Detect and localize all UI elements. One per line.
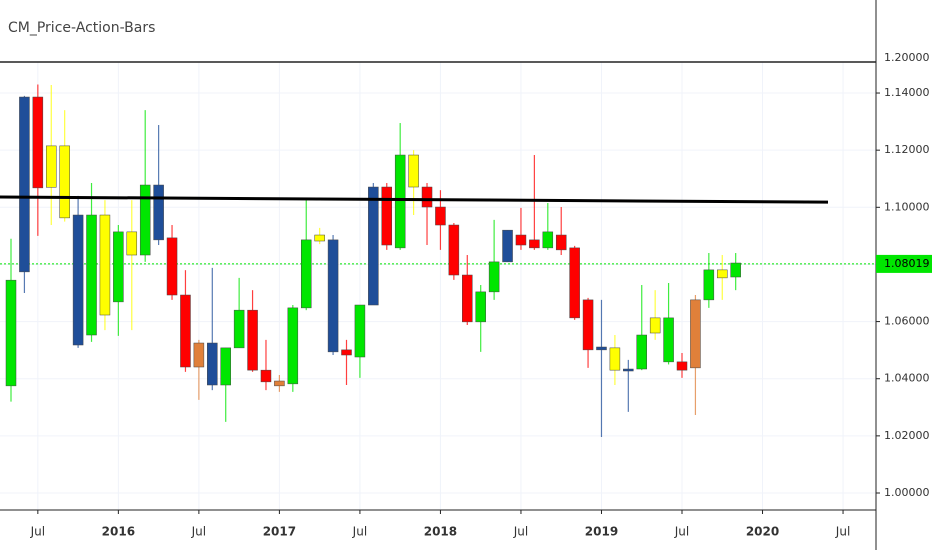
- candle-body: [448, 224, 460, 276]
- x-tick-label: 2019: [585, 525, 618, 539]
- y-tick-label: 1.06000: [884, 315, 930, 328]
- y-tick-label: 1.04000: [884, 372, 930, 385]
- candle-body: [529, 239, 540, 249]
- candle-body: [5, 279, 17, 387]
- candle-body: [354, 304, 366, 358]
- candle-body: [730, 262, 741, 278]
- candle-body: [59, 145, 70, 219]
- x-tick-label: Jul: [674, 525, 689, 539]
- candle-body: [368, 186, 379, 306]
- candle-body: [247, 309, 258, 371]
- candle-body: [327, 239, 339, 353]
- candle-body: [609, 347, 621, 371]
- y-tick-label: 1.14000: [884, 86, 930, 99]
- candle-body: [394, 154, 406, 249]
- last-price-label: 1.08019: [884, 257, 930, 270]
- candle-body: [314, 234, 325, 242]
- candle-body: [569, 247, 580, 319]
- x-tick-label: 2018: [424, 525, 457, 539]
- candle-body: [126, 231, 138, 256]
- candle-body: [636, 334, 647, 370]
- x-tick-label: Jul: [513, 525, 528, 539]
- y-tick-label: 1.00000: [884, 486, 930, 499]
- candle-body: [19, 96, 30, 273]
- candle-body: [515, 234, 527, 246]
- y-tick-label: 1.12000: [884, 143, 930, 156]
- candle-body: [596, 346, 607, 351]
- y-tick-label: 1.10000: [884, 200, 930, 213]
- candle-body: [502, 229, 513, 263]
- y-tick-label: 1.02000: [884, 429, 930, 442]
- candle-body: [139, 184, 151, 256]
- candle-body: [86, 214, 97, 336]
- x-tick-label: Jul: [352, 525, 367, 539]
- candle-body: [153, 184, 164, 241]
- candle-body: [341, 349, 352, 356]
- candle-body: [381, 186, 393, 246]
- candle-body: [46, 145, 57, 188]
- candle-body: [717, 269, 728, 279]
- candle-body: [113, 231, 124, 303]
- candle-body: [663, 317, 674, 363]
- candle-body: [99, 214, 111, 316]
- x-tick-label: Jul: [30, 525, 45, 539]
- candle-body: [287, 307, 299, 385]
- y-axis-top-label: 1.20000: [884, 51, 930, 64]
- x-tick-label: Jul: [835, 525, 850, 539]
- candle-body: [703, 269, 715, 301]
- candle-body: [220, 347, 231, 386]
- candle-body: [32, 96, 44, 189]
- candle-body: [180, 294, 191, 368]
- candle-body: [274, 380, 285, 387]
- candle-body: [260, 369, 272, 383]
- candle-body: [300, 239, 312, 309]
- candle-body: [488, 261, 500, 293]
- chart-title: CM_Price-Action-Bars: [8, 20, 155, 36]
- x-tick-label: Jul: [191, 525, 206, 539]
- trend-line: [0, 195, 829, 204]
- candle-body: [166, 237, 178, 296]
- candle-body: [233, 309, 245, 349]
- x-tick-label: 2016: [102, 525, 135, 539]
- candle-body: [193, 342, 205, 368]
- candle-body: [462, 274, 473, 323]
- candle-body: [555, 234, 567, 251]
- candle-body: [435, 206, 446, 226]
- last-price-box: [876, 254, 932, 273]
- candle-body: [542, 231, 554, 249]
- candle-body: [649, 317, 661, 334]
- candle-body: [582, 299, 594, 351]
- candle-body: [690, 299, 701, 369]
- candle-body: [207, 342, 218, 386]
- candle-body: [421, 186, 433, 208]
- candle-body: [408, 154, 419, 188]
- x-tick-label: 2017: [263, 525, 296, 539]
- candle-body: [475, 291, 486, 323]
- candle-body: [72, 214, 84, 346]
- x-tick-label: 2020: [746, 525, 779, 539]
- candle-body: [623, 368, 634, 372]
- candle-body: [676, 361, 688, 371]
